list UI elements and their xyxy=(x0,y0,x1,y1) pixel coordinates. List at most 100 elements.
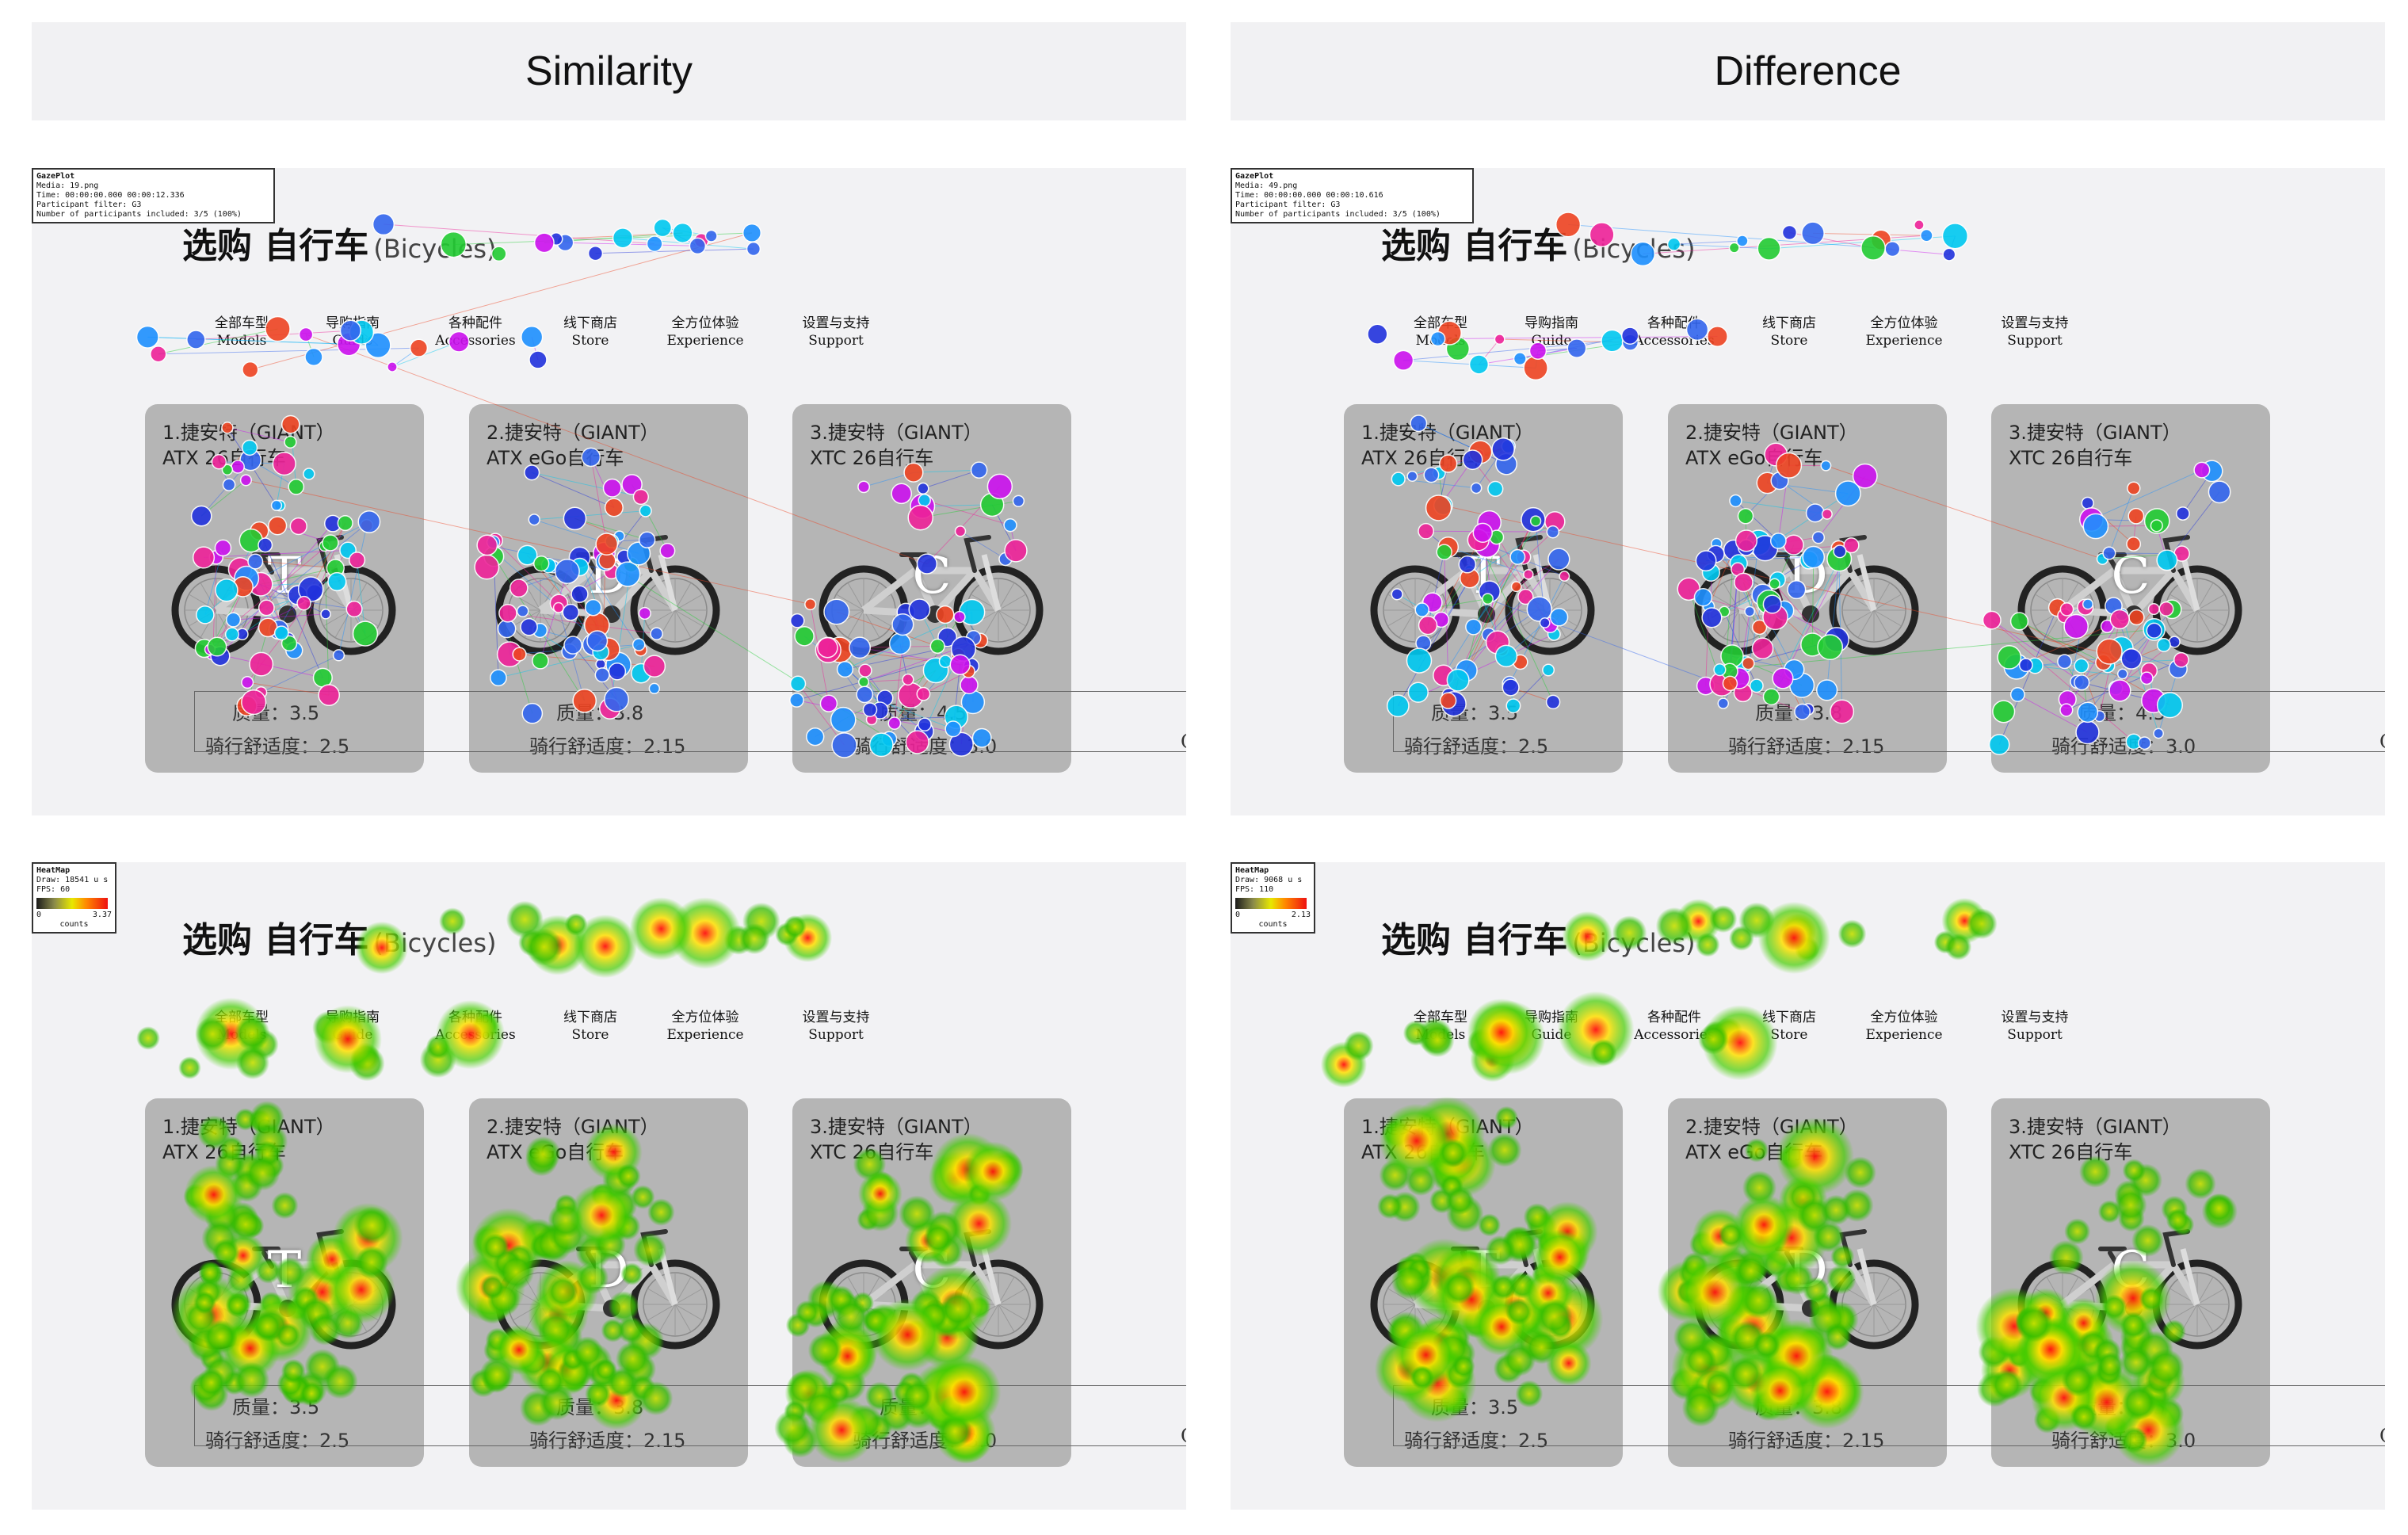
fixation-point xyxy=(953,610,966,624)
saccade-line xyxy=(1418,422,1507,465)
nav-item[interactable]: 线下商店 Store xyxy=(543,315,638,349)
info-draw: Draw: 9068 u s xyxy=(1235,876,1303,884)
fixation-point xyxy=(2109,609,2130,630)
nav-item[interactable]: 全部车型 Models xyxy=(194,315,289,349)
heat-spot xyxy=(313,1005,382,1074)
gaze-plot-difference: GazePlot Media: 49.png Time: 00:00:00.000 … xyxy=(1231,168,2385,815)
heat-spot xyxy=(506,900,544,938)
saccade-line xyxy=(609,564,632,709)
heat-spot xyxy=(1420,1023,1455,1058)
fixation-point xyxy=(1513,352,1527,366)
fixation-point xyxy=(584,598,602,617)
heat-spot xyxy=(322,1363,358,1399)
saccade-line xyxy=(532,472,641,498)
fixation-point xyxy=(509,578,529,598)
gaze-plot-similarity: GazePlot Media: 19.png Time: 00:00:00.000 … xyxy=(32,168,1186,815)
nav-item-cn: 设置与支持 xyxy=(2001,1010,2069,1025)
fixation-point xyxy=(857,480,871,494)
heat-spot xyxy=(864,1381,895,1411)
heat-spot xyxy=(940,1291,976,1327)
fixation-point xyxy=(2009,687,2025,702)
fixation-point xyxy=(831,732,857,758)
heat-spot xyxy=(2139,1286,2164,1312)
nav-item[interactable]: 线下商店 Store xyxy=(1742,315,1837,349)
heat-spot xyxy=(1734,1254,1768,1288)
fixation-point xyxy=(1982,610,2002,630)
product-card-comfort: 骑行舒适度：2.5 xyxy=(1404,735,1549,758)
nav-item[interactable]: 设置与支持 Support xyxy=(1987,315,2082,349)
saccade-line xyxy=(158,328,278,355)
heat-spot xyxy=(525,1136,561,1172)
heat-spot xyxy=(2185,1168,2216,1200)
product-card-title: 2.捷安特（GIANT） ATX eGo自行车 xyxy=(487,420,659,471)
heat-spot xyxy=(1494,1105,1519,1130)
heat-spot xyxy=(1702,1005,1778,1081)
fixation-point xyxy=(650,627,663,641)
fixation-point xyxy=(1539,617,1551,628)
heat-spot xyxy=(235,1045,270,1079)
fixation-point xyxy=(643,655,666,678)
fixation-point xyxy=(1494,644,1518,668)
fixation-point xyxy=(2074,658,2089,674)
fixation-point xyxy=(242,361,259,379)
heat-spot xyxy=(629,897,693,960)
fixation-point xyxy=(945,720,962,738)
quality-label: Quality xyxy=(1173,696,1186,718)
nav-item[interactable]: 全方位体验 Experience xyxy=(1857,1009,1952,1044)
heat-spot xyxy=(808,1396,876,1464)
fixation-point xyxy=(1517,588,1534,605)
saccade-line xyxy=(1478,540,1554,703)
nav-item[interactable]: 线下商店 Store xyxy=(1742,1009,1837,1044)
heat-spot xyxy=(1655,907,1693,945)
nav-item[interactable]: 全方位体验 Experience xyxy=(658,315,753,349)
info-line: Media: 49.png xyxy=(1235,181,1298,190)
heat-spot xyxy=(1546,1340,1592,1387)
nav-item-cn: 设置与支持 xyxy=(802,315,870,331)
fixation-point xyxy=(2075,720,2100,745)
heat-legend-unit: counts xyxy=(1258,920,1288,929)
fixation-point xyxy=(960,675,979,695)
info-line: Media: 19.png xyxy=(36,181,99,190)
fixation-point xyxy=(284,435,297,449)
fixation-point xyxy=(2059,703,2074,717)
heat-spot xyxy=(1681,1388,1720,1427)
saccade-line xyxy=(250,232,753,371)
nav-item-cn: 各种配件 xyxy=(1647,1010,1701,1025)
heat-legend-min: 0 xyxy=(1235,911,1241,919)
fixation-point xyxy=(1783,534,1804,556)
nav-item-en: Experience xyxy=(666,333,744,349)
heat-spot xyxy=(212,1239,240,1266)
nav-item[interactable]: 设置与支持 Support xyxy=(788,1009,883,1044)
heat-spot xyxy=(1830,1244,1855,1269)
heat-spot xyxy=(1776,1117,1854,1196)
info-title: GazePlot xyxy=(1235,172,1274,181)
heat-spot xyxy=(1391,1262,1429,1300)
saccade-line xyxy=(383,223,655,245)
saccade-line xyxy=(261,655,339,693)
fixation-point xyxy=(1772,667,1794,689)
saccade-line xyxy=(1673,240,1742,245)
heat-spot xyxy=(2048,1239,2084,1275)
nav-item[interactable]: 设置与支持 Support xyxy=(788,315,883,349)
nav-item[interactable]: 全方位体验 Experience xyxy=(658,1009,753,1044)
page-title-cn: 选购 自行车 xyxy=(182,920,369,960)
fixation-point xyxy=(221,421,234,434)
saccade-line xyxy=(258,530,323,678)
fixation-point xyxy=(239,474,252,487)
fixation-point xyxy=(563,506,587,531)
info-line: Participant filter: G3 xyxy=(1235,200,1341,209)
saccade-line xyxy=(233,613,326,620)
nav-item[interactable]: 各种配件 Accessories xyxy=(1627,1009,1722,1044)
fixation-point xyxy=(2102,546,2116,560)
fixation-point xyxy=(1820,460,1832,472)
fixation-point xyxy=(908,598,931,621)
fixation-point xyxy=(887,716,902,731)
nav-item[interactable]: 设置与支持 Support xyxy=(1987,1009,2082,1044)
nav-item[interactable]: 全方位体验 Experience xyxy=(1857,315,1952,349)
fixation-point xyxy=(1491,437,1515,461)
heat-spot xyxy=(1821,1194,1852,1226)
nav-item[interactable]: 线下商店 Store xyxy=(543,1009,638,1044)
product-card-comfort: 骑行舒适度：2.15 xyxy=(529,735,686,758)
saccade-line xyxy=(1488,596,1526,636)
heat-legend-range: 0 2.13 xyxy=(1235,911,1311,920)
